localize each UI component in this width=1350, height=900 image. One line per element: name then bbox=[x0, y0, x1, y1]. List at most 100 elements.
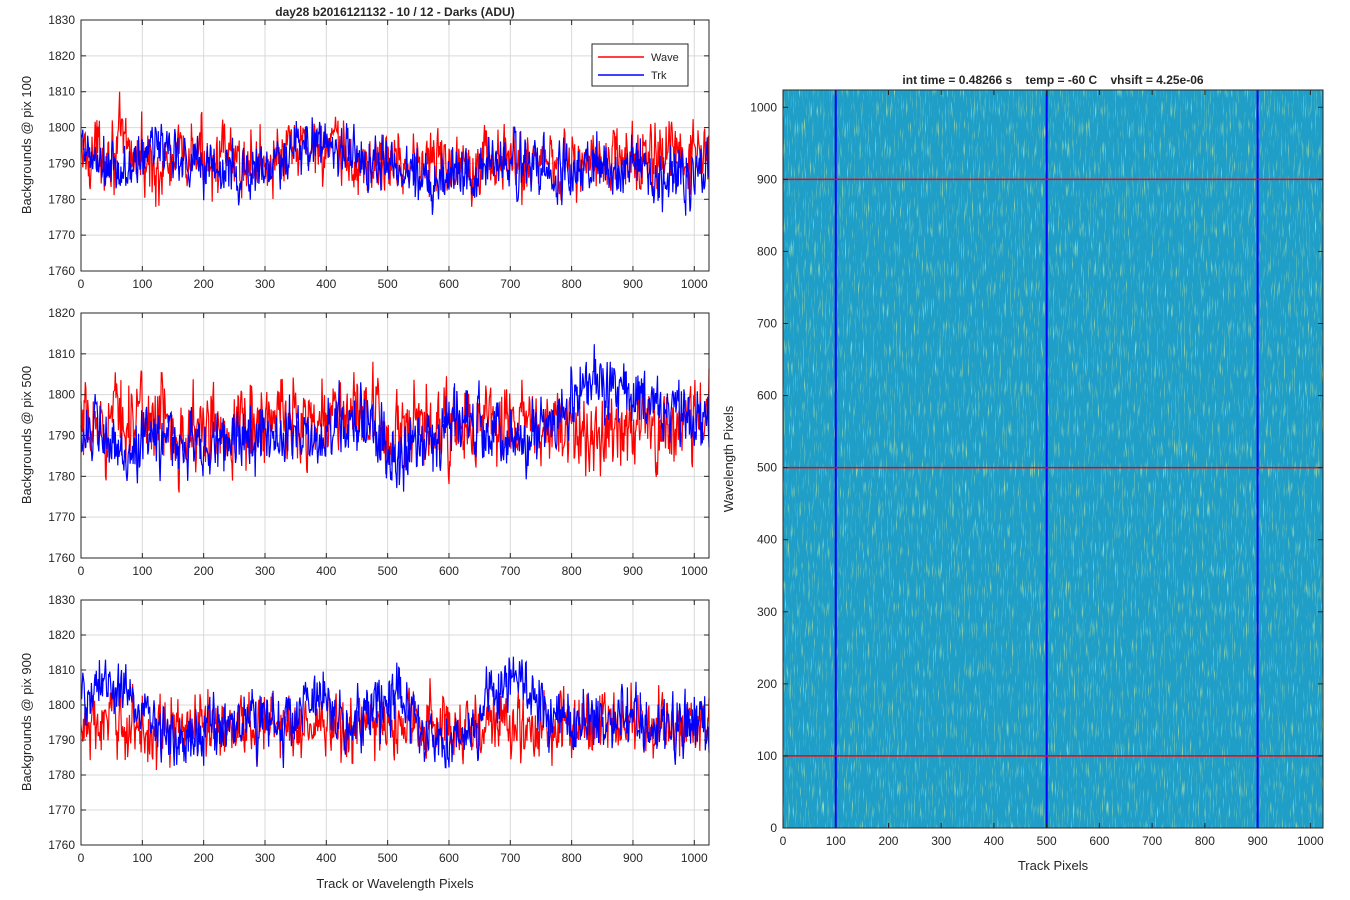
y-tick-label: 1790 bbox=[48, 156, 75, 170]
x-tick-label: 600 bbox=[439, 277, 459, 291]
panel-3-frame bbox=[80, 599, 710, 846]
panel-2-ylabel: Backgrounds @ pix 500 bbox=[19, 366, 34, 504]
series-line-trk bbox=[80, 656, 710, 769]
x-tick-label: 700 bbox=[500, 277, 520, 291]
x-tick-label: 100 bbox=[826, 834, 846, 848]
y-tick-label: 800 bbox=[757, 244, 777, 258]
y-tick-label: 600 bbox=[757, 389, 777, 403]
y-tick-label: 1800 bbox=[48, 698, 75, 712]
y-tick-label: 1820 bbox=[48, 306, 75, 320]
y-tick-label: 200 bbox=[757, 677, 777, 691]
y-tick-label: 1770 bbox=[48, 228, 75, 242]
x-tick-label: 400 bbox=[984, 834, 1004, 848]
y-tick-label: 1830 bbox=[48, 593, 75, 607]
y-tick-label: 0 bbox=[770, 821, 777, 835]
x-tick-label: 500 bbox=[378, 564, 398, 578]
panel-1-ylabel: Backgrounds @ pix 100 bbox=[19, 76, 34, 214]
x-tick-label: 1000 bbox=[681, 851, 708, 865]
panel-3-grid bbox=[81, 600, 709, 845]
x-tick-label: 500 bbox=[1037, 834, 1057, 848]
x-tick-label: 900 bbox=[623, 277, 643, 291]
x-tick-label: 300 bbox=[255, 277, 275, 291]
panel-1-frame bbox=[80, 19, 710, 272]
x-tick-label: 400 bbox=[316, 851, 336, 865]
y-tick-label: 1820 bbox=[48, 49, 75, 63]
y-tick-label: 1830 bbox=[48, 13, 75, 27]
image-marker-lines bbox=[783, 90, 1323, 828]
panel-2-y-ticks: 1760 1770 1780 1790 1800 1810 1820 bbox=[48, 306, 709, 565]
y-tick-label: 300 bbox=[757, 605, 777, 619]
panel-1-series bbox=[80, 91, 710, 216]
y-tick-label: 1810 bbox=[48, 347, 75, 361]
x-tick-label: 100 bbox=[132, 564, 152, 578]
y-tick-label: 700 bbox=[757, 317, 777, 331]
series-line-trk bbox=[80, 117, 710, 216]
x-tick-label: 900 bbox=[1248, 834, 1268, 848]
panel-1-y-ticks: 1760 1770 1780 1790 1800 1810 1820 1830 bbox=[48, 13, 709, 278]
x-tick-label: 800 bbox=[562, 851, 582, 865]
x-tick-label: 300 bbox=[931, 834, 951, 848]
panel-3-x-ticks: 0 100 200 300 400 500 600 700 800 900 1000 bbox=[78, 600, 708, 865]
image-texture bbox=[783, 90, 1323, 828]
y-tick-label: 1810 bbox=[48, 663, 75, 677]
y-tick-label: 1810 bbox=[48, 85, 75, 99]
x-tick-label: 0 bbox=[78, 564, 85, 578]
x-tick-label: 100 bbox=[132, 851, 152, 865]
y-tick-label: 1770 bbox=[48, 803, 75, 817]
y-tick-label: 400 bbox=[757, 533, 777, 547]
y-tick-label: 1760 bbox=[48, 838, 75, 852]
x-tick-label: 500 bbox=[378, 277, 398, 291]
series-line-trk bbox=[80, 344, 710, 492]
y-tick-label: 1820 bbox=[48, 628, 75, 642]
y-tick-label: 1000 bbox=[750, 100, 777, 114]
panel-3-series bbox=[80, 656, 710, 771]
x-tick-label: 800 bbox=[1195, 834, 1215, 848]
panel-1-x-ticks: 0 100 200 300 400 500 600 700 800 900 1000 bbox=[78, 20, 708, 291]
legend-trk-label: Trk bbox=[651, 70, 667, 82]
panel-3-ylabel: Backgrounds @ pix 900 bbox=[19, 653, 34, 791]
x-tick-label: 1000 bbox=[1297, 834, 1324, 848]
x-tick-label: 600 bbox=[439, 851, 459, 865]
x-tick-label: 700 bbox=[500, 564, 520, 578]
image-title: int time = 0.48266 s temp = -60 C vhsift… bbox=[902, 73, 1203, 87]
y-tick-label: 1800 bbox=[48, 121, 75, 135]
panel-2-series bbox=[80, 344, 710, 493]
panel-2-x-ticks: 0 100 200 300 400 500 600 700 800 900 1000 bbox=[78, 313, 708, 578]
y-tick-label: 900 bbox=[757, 172, 777, 186]
x-tick-label: 200 bbox=[878, 834, 898, 848]
x-tick-label: 300 bbox=[255, 564, 275, 578]
x-tick-label: 400 bbox=[316, 277, 336, 291]
x-tick-label: 200 bbox=[194, 277, 214, 291]
x-tick-label: 200 bbox=[194, 851, 214, 865]
image-x-ticks: 0 100 200 300 400 500 600 700 800 900 1000 bbox=[780, 90, 1324, 848]
panel-3-y-ticks: 1760 1770 1780 1790 1800 1810 1820 1830 bbox=[48, 593, 709, 852]
x-tick-label: 1000 bbox=[681, 277, 708, 291]
x-tick-label: 800 bbox=[562, 277, 582, 291]
x-tick-label: 1000 bbox=[681, 564, 708, 578]
panel-1: 0 100 200 300 400 500 600 700 800 900 1000 1760 177… bbox=[19, 5, 710, 291]
x-tick-label: 0 bbox=[780, 834, 787, 848]
x-tick-label: 500 bbox=[378, 851, 398, 865]
x-tick-label: 100 bbox=[132, 277, 152, 291]
y-tick-label: 1770 bbox=[48, 510, 75, 524]
image-panel: 0 100 200 300 400 500 600 700 800 900 1000 0 100 200… bbox=[721, 73, 1324, 873]
x-tick-label: 300 bbox=[255, 851, 275, 865]
legend-box bbox=[591, 43, 689, 87]
y-tick-label: 1780 bbox=[48, 768, 75, 782]
y-tick-label: 1790 bbox=[48, 429, 75, 443]
y-tick-label: 1780 bbox=[48, 192, 75, 206]
y-tick-label: 500 bbox=[757, 461, 777, 475]
y-tick-label: 1760 bbox=[48, 264, 75, 278]
panel-2: 0 100 200 300 400 500 600 700 800 900 1000 1760 177… bbox=[19, 306, 710, 578]
image-xlabel: Track Pixels bbox=[1018, 858, 1089, 873]
x-tick-label: 200 bbox=[194, 564, 214, 578]
panel-3: 0 100 200 300 400 500 600 700 800 900 1000 1760 177… bbox=[19, 593, 710, 891]
y-tick-label: 1800 bbox=[48, 388, 75, 402]
image-ylabel: Wavelength Pixels bbox=[721, 405, 736, 512]
y-tick-label: 100 bbox=[757, 749, 777, 763]
panel-1-title: day28 b2016121132 - 10 / 12 - Darks (ADU… bbox=[275, 5, 514, 19]
image-y-ticks: 0 100 200 300 400 500 600 700 800 900 1000 bbox=[750, 100, 1323, 835]
x-tick-label: 600 bbox=[439, 564, 459, 578]
x-tick-label: 600 bbox=[1089, 834, 1109, 848]
